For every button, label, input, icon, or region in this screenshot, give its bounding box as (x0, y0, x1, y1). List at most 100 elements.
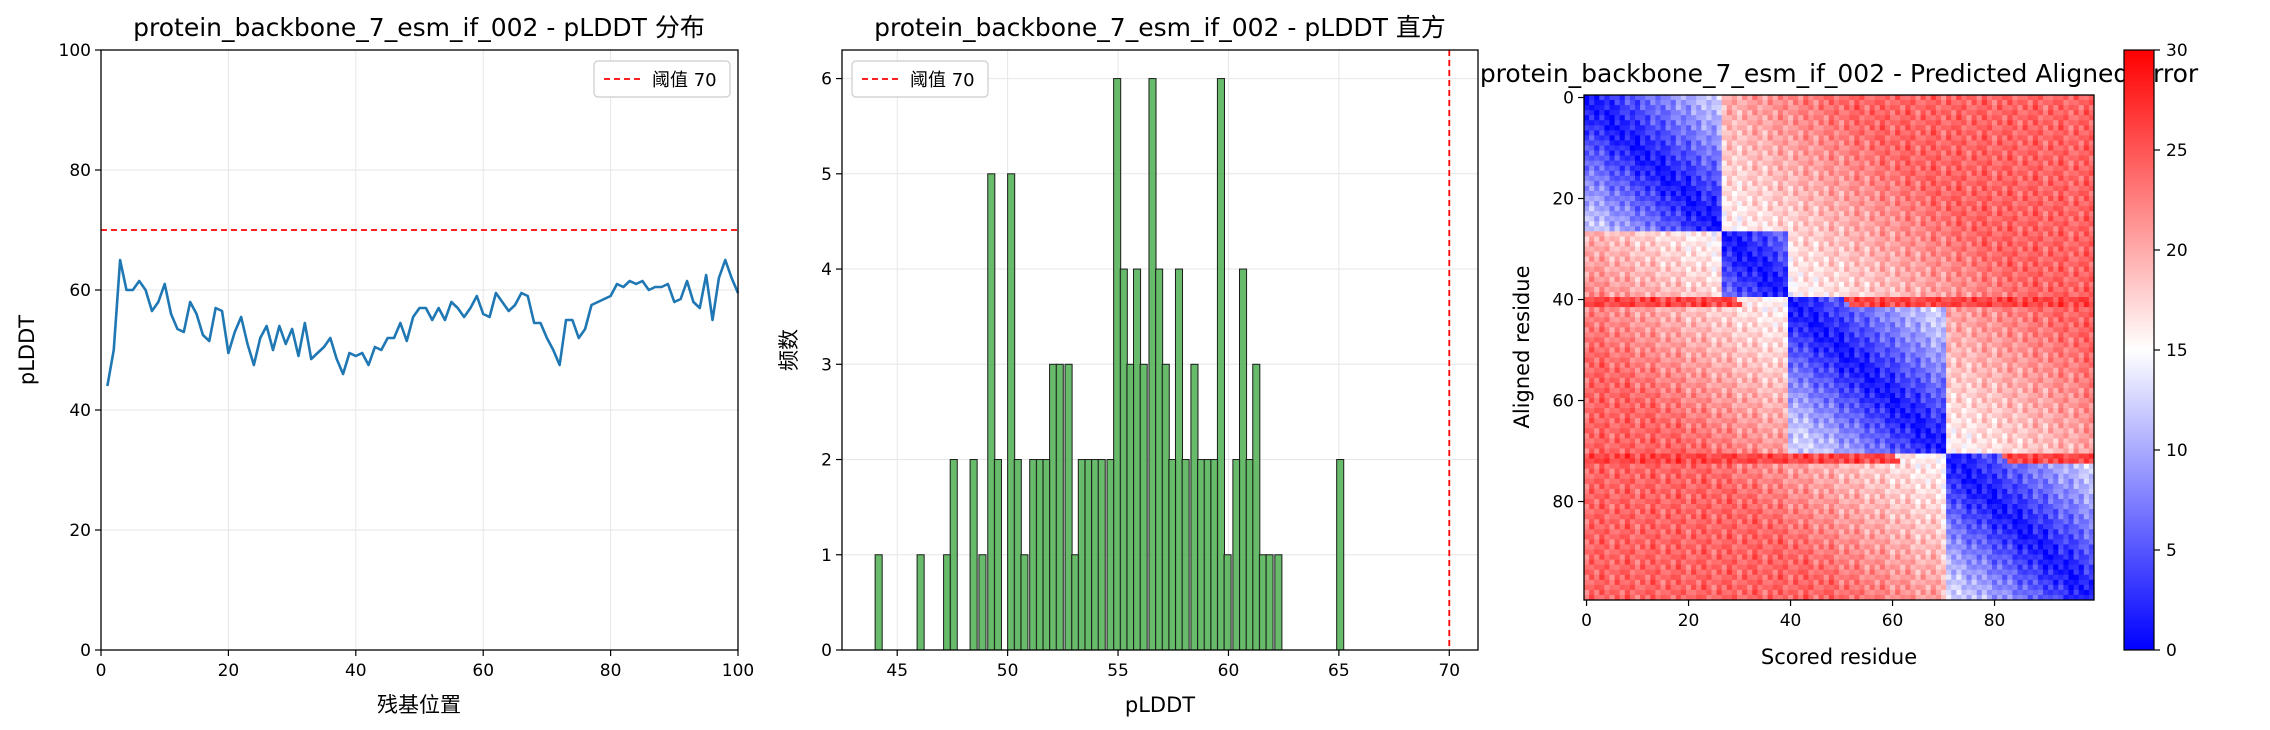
heatmap-cell (1951, 236, 1957, 242)
heatmap-cell (1823, 140, 1830, 146)
heatmap-cell (2063, 231, 2069, 237)
heatmap-cell (1737, 95, 1743, 101)
heatmap-cell (1609, 175, 1615, 182)
heatmap-cell (2002, 332, 2008, 338)
heatmap-cell (1772, 271, 1779, 278)
heatmap-cell (2022, 281, 2029, 288)
heatmap-cell (1726, 226, 1733, 232)
heatmap-cell (1854, 100, 1860, 106)
heatmap-cell (1762, 155, 1768, 162)
heatmap-cell (1599, 307, 1605, 313)
heatmap-cell (1864, 312, 1870, 318)
heatmap-cell (1691, 115, 1697, 121)
heatmap-cell (1941, 160, 1947, 167)
heatmap-cell (1854, 110, 1860, 116)
heatmap-cell (1915, 110, 1921, 116)
heatmap-cell (1584, 196, 1590, 202)
heatmap-cell (1905, 155, 1911, 162)
heatmap-cell (1966, 110, 1972, 116)
heatmap-cell (1645, 185, 1651, 192)
heatmap-cell (1772, 120, 1779, 126)
heatmap-cell (1635, 297, 1641, 303)
heatmap-cell (1951, 140, 1957, 146)
heatmap-cell (1604, 231, 1610, 237)
heatmap-cell (1767, 337, 1774, 343)
heatmap-cell (1981, 297, 1988, 303)
heatmap-cell (1935, 291, 1942, 298)
heatmap-cell (1650, 291, 1656, 298)
heatmap-cell (1624, 271, 1631, 278)
heatmap-cell (2017, 110, 2023, 116)
heatmap-cell (1930, 291, 1937, 298)
heatmap-cell (2088, 170, 2095, 177)
heatmap-cell (1757, 322, 1763, 328)
heatmap-cell (2053, 286, 2059, 293)
heatmap-cell (1946, 221, 1952, 227)
heatmap-cell (1859, 312, 1865, 318)
heatmap-cell (1966, 286, 1972, 293)
heatmap-cell (2053, 211, 2059, 217)
heatmap-cell (2012, 125, 2018, 131)
heatmap-cell (1869, 185, 1876, 192)
heatmap-cell (1747, 241, 1753, 247)
heatmap-cell (1782, 291, 1789, 298)
heatmap-cell (1706, 226, 1712, 232)
heatmap-cell (2022, 271, 2029, 278)
heatmap-cell (1910, 160, 1916, 167)
heatmap-cell (1976, 185, 1983, 192)
heatmap-cell (1726, 150, 1733, 156)
heatmap-cell (1839, 155, 1845, 162)
heatmap-cell (1737, 276, 1743, 283)
heatmap-cell (2088, 332, 2095, 338)
heatmap-cell (1696, 302, 1702, 308)
heatmap-cell (1981, 256, 1988, 263)
heatmap-cell (2027, 185, 2034, 192)
heatmap-cell (1981, 180, 1988, 187)
heatmap-cell (1716, 155, 1723, 162)
heatmap-cell (1772, 231, 1779, 237)
heatmap-cell (1920, 327, 1927, 333)
heatmap-cell (1609, 105, 1615, 111)
heatmap-cell (1981, 236, 1988, 242)
heatmap-cell (1874, 231, 1881, 237)
heatmap-cell (1798, 276, 1804, 283)
heatmap-cell (2002, 302, 2008, 308)
heatmap-cell (1992, 307, 1998, 313)
heatmap-cell (1803, 317, 1809, 323)
histogram-bar (1203, 459, 1212, 651)
heatmap-cell (1619, 291, 1626, 298)
heatmap-cell (1920, 231, 1927, 237)
heatmap-cell (1956, 251, 1962, 257)
heatmap-cell (1594, 211, 1600, 217)
heatmap-cell (1879, 180, 1886, 187)
heatmap-cell (2017, 180, 2023, 187)
line-chart-xlabel: 残基位置 (377, 693, 461, 717)
heatmap-cell (1716, 307, 1723, 313)
heatmap-cell (2088, 286, 2095, 293)
heatmap-cell (1660, 322, 1666, 328)
heatmap-cell (1711, 150, 1717, 156)
heatmap-cell (1935, 190, 1942, 197)
heatmap-cell (2017, 307, 2023, 313)
heatmap-cell (1818, 241, 1825, 247)
heatmap-cell (1609, 180, 1615, 187)
histogram-legend: 阈值 70 (851, 60, 989, 98)
heatmap-cell (1706, 276, 1712, 283)
heatmap-cell (1859, 155, 1865, 162)
heatmap-cell (1828, 327, 1835, 333)
heatmap-cell (1925, 241, 1932, 247)
heatmap-cell (1762, 322, 1768, 328)
heatmap-cell (1793, 276, 1799, 283)
heatmap-cell (1584, 135, 1590, 141)
heatmap-cell (1823, 281, 1830, 288)
heatmap-cell (1660, 286, 1666, 293)
heatmap-cell (1992, 246, 1998, 252)
heatmap-cell (1614, 150, 1621, 156)
heatmap-cell (1793, 246, 1799, 252)
heatmap-cell (1839, 236, 1845, 242)
heatmap-cell (1757, 236, 1763, 242)
heatmap-cell (1930, 206, 1937, 212)
heatmap-cell (1788, 150, 1794, 156)
heatmap-cell (2053, 297, 2059, 303)
heatmap-cell (1895, 135, 1901, 141)
